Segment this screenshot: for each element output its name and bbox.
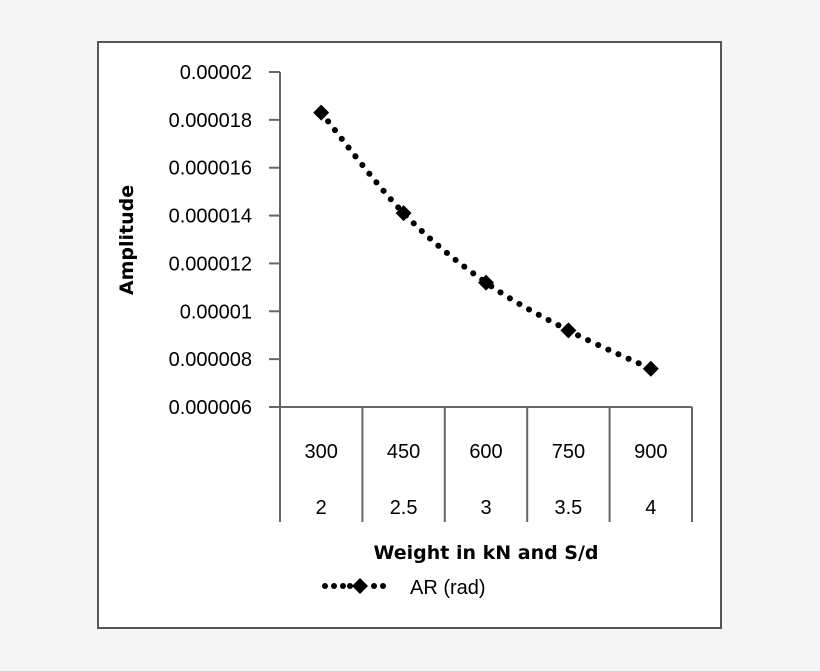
diamond-marker-icon <box>395 205 412 222</box>
y-tick-label: 0.00002 <box>180 62 252 84</box>
y-ticks: 0.00002 0.000018 0.000016 0.000014 0.000012 0… <box>169 62 280 419</box>
x-tick-label-sd: 4 <box>645 497 656 519</box>
diamond-marker-icon <box>478 274 494 291</box>
x-tick-label-sd: 3 <box>480 497 491 519</box>
x-tick-labels: 300 2 450 2.5 600 3 750 3.5 900 4 <box>305 441 668 519</box>
x-tick-label-weight: 600 <box>469 441 502 463</box>
y-tick-label: 0.000008 <box>169 349 252 371</box>
x-tick-label-sd: 2.5 <box>390 497 418 519</box>
y-tick-label: 0.000016 <box>169 158 252 180</box>
y-tick-label: 0.000012 <box>169 253 252 275</box>
y-tick-label: 0.00001 <box>180 301 252 323</box>
diamond-marker-icon <box>642 360 659 377</box>
y-axis-title: Amplitude <box>116 185 138 295</box>
x-tick-label-weight: 300 <box>305 441 338 463</box>
diamond-marker-icon <box>313 104 330 121</box>
legend-line-icon <box>322 578 386 594</box>
diamond-marker-icon <box>560 322 577 339</box>
y-tick-label: 0.000006 <box>169 397 252 419</box>
series-ar-rad <box>313 104 659 377</box>
diamond-marker-icon <box>352 578 368 594</box>
x-tick-label-weight: 750 <box>552 441 585 463</box>
x-tick-label-sd: 3.5 <box>554 497 582 519</box>
y-tick-label: 0.000018 <box>169 110 252 132</box>
legend-label: AR (rad) <box>410 577 486 599</box>
y-tick-label: 0.000014 <box>169 206 252 228</box>
x-tick-label-weight: 450 <box>387 441 420 463</box>
series-line <box>318 109 654 372</box>
chart-frame <box>97 41 722 629</box>
x-axis-title: Weight in kN and S/d <box>373 542 598 564</box>
x-tick-label-sd: 2 <box>316 497 327 519</box>
x-tick-label-weight: 900 <box>634 441 667 463</box>
legend: AR (rad) <box>322 577 486 599</box>
x-category-dividers <box>361 407 693 522</box>
